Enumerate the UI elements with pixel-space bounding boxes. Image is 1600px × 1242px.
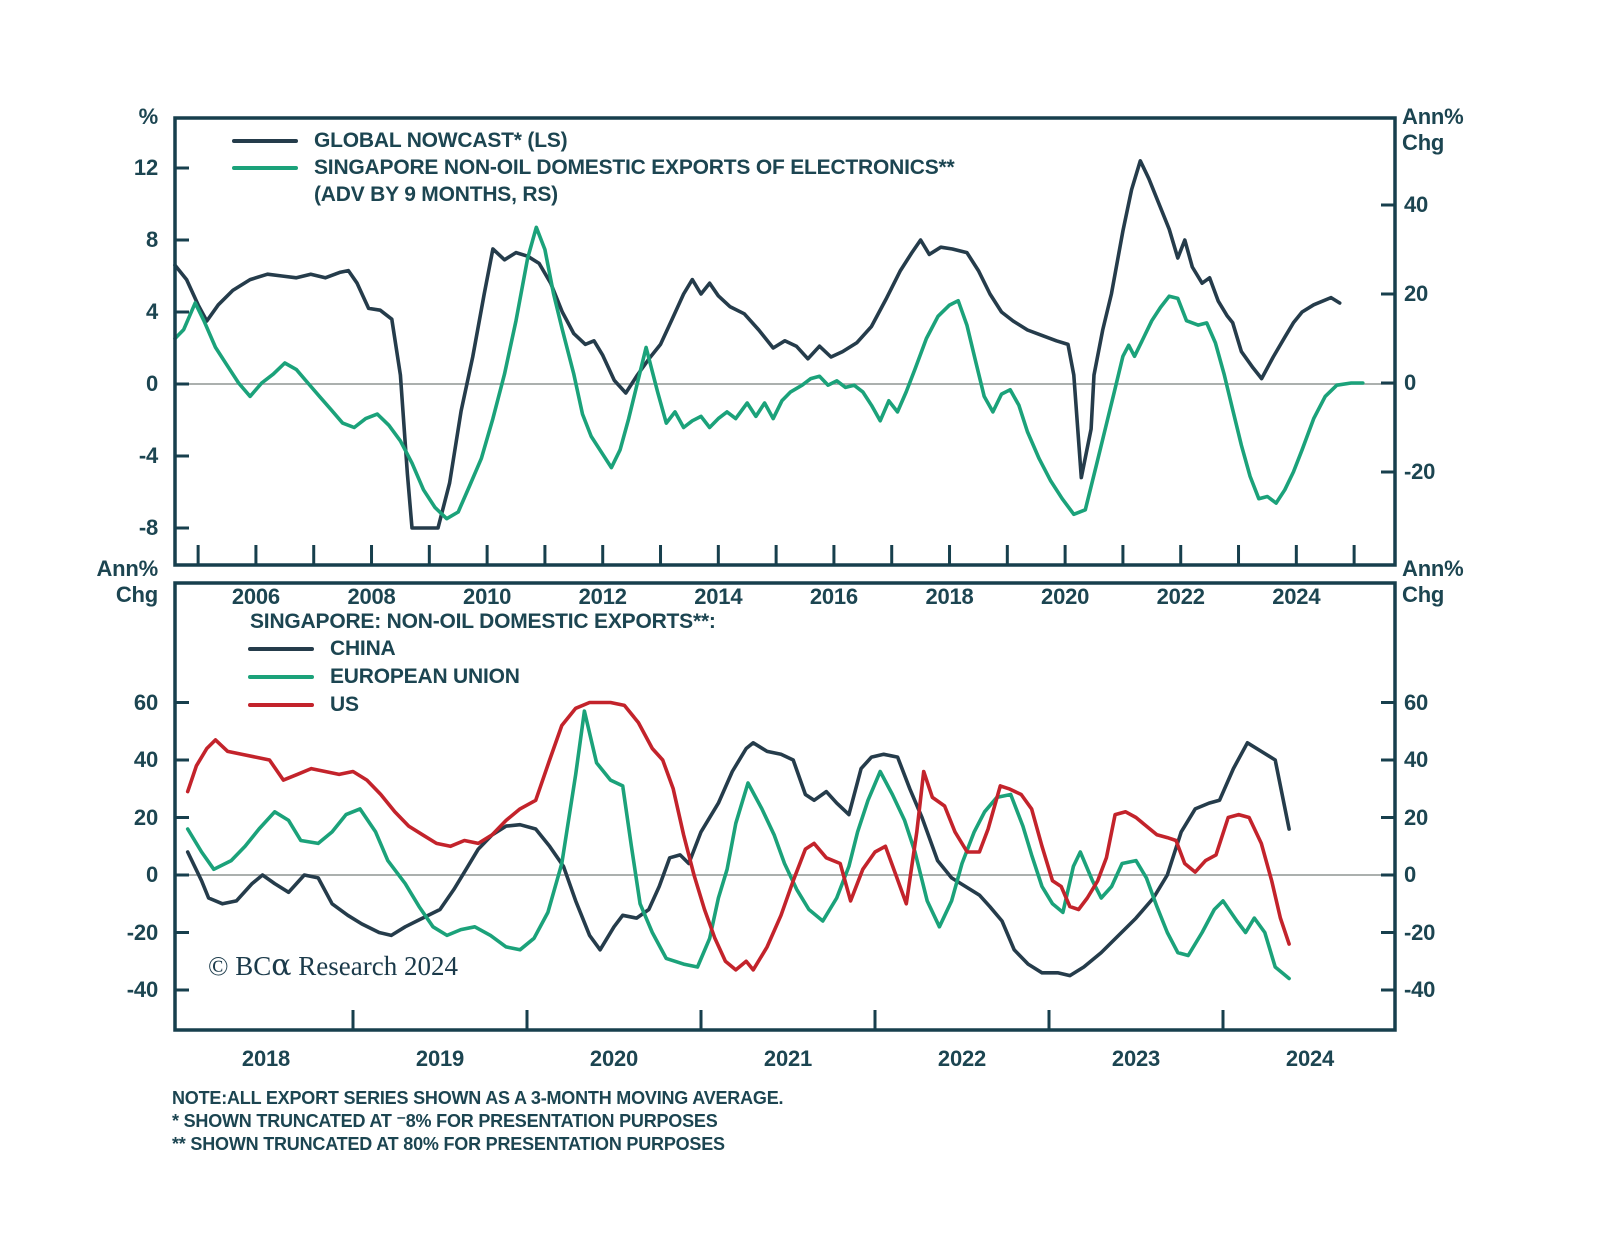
legend-row-us: US: [248, 693, 359, 717]
left-axis-tick-label: -4: [138, 443, 158, 468]
left-axis-tick-label: 0: [145, 862, 158, 887]
panel-frame-1: [173, 581, 1397, 1032]
left-axis-tick-label: -40: [126, 977, 158, 1002]
x-axis-year-label: 2010: [463, 584, 512, 609]
series-line-us: [185, 700, 1291, 972]
note-line-3: ** SHOWN TRUNCATED AT 80% FOR PRESENTATI…: [172, 1134, 725, 1154]
top-left-axis-header: %: [138, 104, 159, 129]
x-axis-year-label: 2014: [694, 584, 743, 609]
x-axis-year-label: 2024: [1272, 584, 1321, 609]
right-axis-tick-label: 60: [1404, 689, 1429, 715]
x-axis-year-label: 2024: [1285, 1046, 1335, 1071]
left-axis-tick-label: 20: [133, 804, 158, 830]
x-axis-year-label: 2018: [241, 1046, 291, 1071]
note-line-1: NOTE:ALL EXPORT SERIES SHOWN AS A 3-MONT…: [172, 1088, 784, 1108]
left-axis-tick-label: 0: [145, 371, 158, 396]
legend-label-electronics-cont: (ADV BY 9 MONTHS, RS): [314, 183, 558, 206]
right-axis-tick-label: 0: [1404, 862, 1417, 887]
legend-label-nowcast: GLOBAL NOWCAST* (LS): [314, 129, 568, 152]
x-axis-year-label: 2022: [937, 1046, 987, 1071]
x-axis-year-label: 2022: [1156, 584, 1205, 609]
right-axis-tick-label: 40: [1404, 192, 1429, 217]
bottom-legend-title: SINGAPORE: NON-OIL DOMESTIC EXPORTS**:: [250, 610, 716, 633]
right-axis-tick-label: 40: [1404, 747, 1429, 772]
bca-alpha-logo-glyph: α: [271, 948, 292, 983]
x-axis-year-label: 2021: [763, 1046, 813, 1071]
left-axis-tick-label: 60: [133, 689, 158, 715]
x-axis-year-label: 2006: [231, 584, 280, 609]
series-line-singapore-non-oil-domestic-exports-of-electronics-adv-by-9-months-rs: [173, 225, 1365, 521]
legend-row-electronics-cont: (ADV BY 9 MONTHS, RS): [314, 183, 558, 207]
right-axis-tick-label: -40: [1404, 977, 1436, 1002]
x-axis-year-label: 2012: [578, 584, 627, 609]
legend-label-electronics: SINGAPORE NON-OIL DOMESTIC EXPORTS OF EL…: [314, 156, 955, 179]
legend-row-eu: EUROPEAN UNION: [248, 665, 520, 689]
right-axis-tick-label: -20: [1404, 459, 1436, 484]
series-line-china: [185, 740, 1291, 978]
left-axis-tick-label: -20: [126, 919, 158, 945]
panel-frame-0: [173, 116, 1397, 567]
legend-row-electronics: SINGAPORE NON-OIL DOMESTIC EXPORTS OF EL…: [232, 156, 955, 180]
right-axis-tick-label: 20: [1404, 804, 1429, 830]
x-axis-year-label: 2019: [415, 1046, 465, 1071]
legend-label-us: US: [330, 693, 359, 716]
top-right-axis-header: Ann% Chg: [1402, 104, 1464, 155]
left-axis-tick-label: 40: [133, 747, 158, 772]
bottom-right-axis-header: Ann% Chg: [1402, 556, 1464, 607]
x-axis-year-label: 2016: [809, 584, 858, 609]
bca-research-copyright: © BCα Research 2024: [208, 948, 458, 983]
eu-line-swatch: [248, 675, 314, 679]
copyright-rest: Research 2024: [291, 951, 458, 981]
series-line-european-union: [185, 709, 1291, 981]
bottom-left-axis-header: Ann% Chg: [96, 556, 158, 607]
copyright-prefix: © BC: [208, 951, 272, 981]
x-axis-year-label: 2020: [589, 1046, 639, 1071]
x-axis-year-label: 2008: [347, 584, 396, 609]
note-line-2: * SHOWN TRUNCATED AT ⁻8% FOR PRESENTATIO…: [172, 1111, 718, 1131]
left-axis-tick-label: 8: [145, 227, 158, 252]
china-line-swatch: [248, 647, 314, 651]
left-axis-tick-label: 12: [133, 155, 158, 180]
series-line-global-nowcast-ls: [173, 159, 1342, 530]
x-axis-year-label: 2018: [925, 584, 974, 609]
electronics-line-swatch: [232, 166, 298, 170]
x-axis-year-label: 2020: [1041, 584, 1090, 609]
nowcast-line-swatch: [232, 139, 298, 143]
legend-row-china: CHINA: [248, 637, 396, 661]
x-axis-year-label: 2023: [1111, 1046, 1161, 1071]
us-line-swatch: [248, 703, 314, 707]
legend-row-nowcast: GLOBAL NOWCAST* (LS): [232, 129, 568, 153]
right-axis-tick-label: 20: [1404, 281, 1429, 306]
left-axis-tick-label: 4: [145, 299, 158, 324]
left-axis-tick-label: -8: [138, 515, 158, 540]
right-axis-tick-label: 0: [1404, 370, 1417, 395]
legend-label-china: CHINA: [330, 637, 396, 660]
legend-label-eu: EUROPEAN UNION: [330, 665, 520, 688]
right-axis-tick-label: -20: [1404, 919, 1436, 945]
